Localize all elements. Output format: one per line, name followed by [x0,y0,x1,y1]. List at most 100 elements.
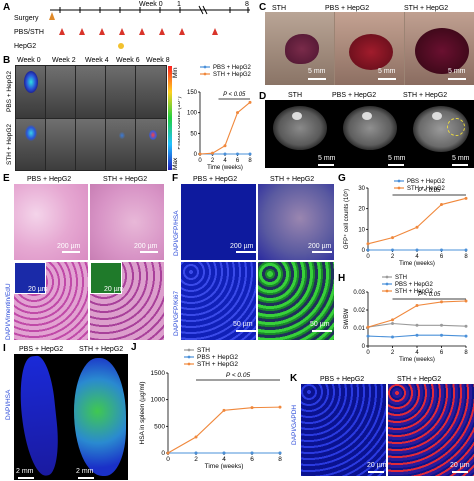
data-point [278,451,282,455]
f-fluorescence-images [181,184,334,340]
data-point [440,248,443,252]
c-scalebar-line-2 [378,78,396,80]
h-swbw-chart: 0 0.01 0.02 0.03 0 2 4 6 8 Time (weeks) SW/BW P < 0… [344,275,468,363]
x-tick-label: 2 [194,456,198,463]
data-point [194,451,198,455]
panel-label-a: A [3,2,11,13]
c-scalebar-2: 5 mm [378,68,396,75]
x-tick-label: 0 [166,456,170,463]
panel-label-k: K [290,373,298,384]
e-scalebar-1: 200 µm [57,243,81,250]
c-scalebar-1: 5 mm [308,68,326,75]
k-scalebar-1: 20 µm [367,462,387,469]
x-tick-label: 8 [248,158,252,164]
y-tick-label: 0 [362,248,366,254]
data-point [440,203,443,207]
x-tick-label: 6 [236,158,240,164]
d-scalebar-2: 5 mm [388,155,406,162]
d-title-sth: STH [288,92,302,99]
f-scalebar-2: 200 µm [308,243,332,250]
p-value-annotation: P < 0.05 [226,372,251,379]
y-tick-label: 500 [154,423,165,430]
legend-marker [187,348,191,352]
i-title-sth: STH + HepG2 [79,346,124,353]
x-tick-label: 2 [391,350,395,356]
legend-marker [385,289,389,293]
data-point [366,334,370,338]
legend-entry-1: STH + HepG2 [407,186,446,192]
panel-label-c: C [259,2,267,13]
a-tick-1: 1 [177,1,181,8]
j-hsa-chart: 0 500 1000 1500 0 2 4 6 8 Time (weeks) HSA in sple… [139,347,282,470]
data-point [464,196,468,200]
panel-label-d: D [259,91,267,102]
panel-label-i: I [3,343,6,354]
x-tick-label: 0 [366,350,370,356]
data-point [415,248,419,252]
b-week-8: Week 8 [146,57,170,64]
i-scalebar-1: 2 mm [16,468,34,475]
data-point [415,323,419,327]
x-tick-label: 0 [198,158,202,164]
legend-marker [187,362,191,366]
data-point [415,304,419,307]
f-side-label-top: DAPI/GFP/HSA [173,210,180,256]
a-timeline [49,5,250,49]
data-point [415,225,419,229]
y-tick-label: 100 [187,111,198,117]
data-point [198,152,202,156]
data-point [440,333,443,337]
i-whole-spleen-images [14,354,128,480]
y-tick-label: 20 [358,207,365,213]
a-week-header: Week 0 [139,1,163,8]
c-title-pbs: PBS + HepG2 [325,5,370,12]
series-line-1 [367,197,467,245]
c-scalebar-3: 5 mm [448,68,466,75]
c-scalebar-line-3 [448,78,466,80]
legend-entry-0: STH [197,347,210,354]
panel-label-b: B [3,55,11,66]
legend-marker [203,72,207,76]
e-title-sth: STH + HepG2 [103,176,148,183]
data-point [391,248,394,252]
i-side-label: DAPI/HSA [5,389,12,420]
data-point [250,406,254,410]
g-gfp-chart: 0 10 20 30 0 2 4 6 8 Time (weeks) GFP⁺ cell counts… [343,179,468,267]
panel-label-j: J [131,342,137,353]
y-tick-label: 1500 [151,370,166,377]
a-tick-8: 8 [245,1,249,8]
f-scalebar-line-2 [312,251,332,253]
data-point [366,242,370,246]
f-scalebar-4: 50 µm [310,321,330,328]
b-row-pbs: PBS + HepG2 [6,70,13,112]
d-scalebar-line-1 [318,164,334,166]
x-tick-label: 6 [250,456,254,463]
b-week-6: Week 6 [116,57,140,64]
x-axis-label: Time (weeks) [399,357,435,363]
legend-marker [187,355,191,359]
x-tick-label: 4 [223,158,227,164]
data-point [248,152,252,156]
a-hepg2-marker [118,43,124,49]
x-tick-label: 4 [222,456,226,463]
legend-entry-2: STH + HepG2 [197,361,238,368]
data-point [236,111,239,115]
i-scalebar-line-1 [18,477,34,479]
e-title-pbs: PBS + HepG2 [27,176,72,183]
k-fluorescence-images [301,384,474,476]
data-point [391,335,394,339]
b-week-0: Week 0 [17,57,41,64]
e-side-label: DAPI/Vimentin/EdU [5,283,12,340]
data-point [440,323,443,327]
y-tick-label: 0 [362,344,366,350]
c-title-sth-hepg2: STH + HepG2 [404,5,449,12]
f-title-sth: STH + HepG2 [270,176,315,183]
y-axis-label: SW/BW [344,308,350,329]
b-bioluminescence-images [15,65,167,171]
data-point [464,334,468,338]
k-scalebar-line-2 [452,471,468,473]
b-photon-chart: 0 50 100 150 0 2 4 6 8 Time (weeks) Photon counts … [178,65,252,171]
data-point [391,318,394,322]
c-photo-row [265,12,474,85]
f-title-pbs: PBS + HepG2 [193,176,238,183]
